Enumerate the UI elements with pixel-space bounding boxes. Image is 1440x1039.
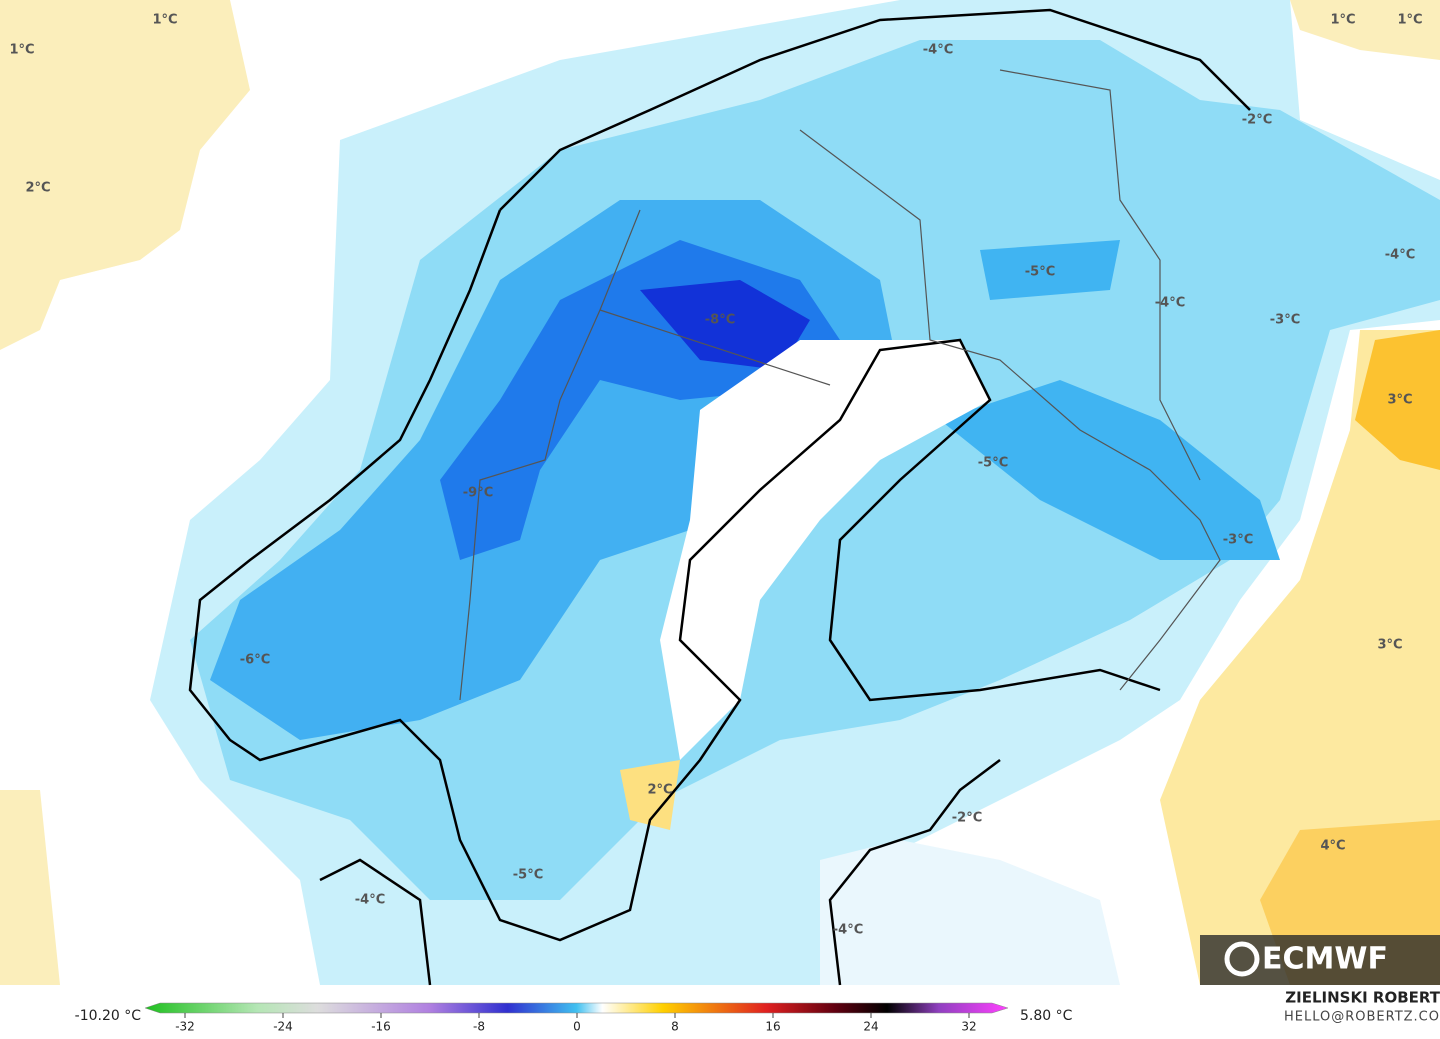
temperature-label: -4°C — [923, 43, 953, 58]
borders — [459, 69, 1221, 701]
colorbar — [144, 1002, 1009, 1014]
colorbar-tick-label: 32 — [961, 1020, 976, 1034]
colorbar-ticks: -32 -24 -16 -8 0 8 16 24 32 — [175, 1013, 977, 1034]
map-fills — [0, 0, 1440, 985]
temperature-label: 1°C — [1330, 13, 1355, 28]
temperature-label: 1°C — [152, 13, 177, 28]
colorbar-tick-label: -8 — [473, 1020, 485, 1034]
colorbar-min: -10.20 °C — [75, 1008, 142, 1024]
temperature-label: -8°C — [705, 313, 735, 328]
temperature-label: 3°C — [1377, 638, 1402, 653]
colorbar-tick-label: 16 — [765, 1020, 780, 1034]
temperature-label: -2°C — [1242, 113, 1272, 128]
temperature-label: 4°C — [1320, 839, 1345, 854]
temperature-label: -5°C — [978, 456, 1008, 471]
colorbar-tick-label: 24 — [863, 1020, 878, 1034]
temperature-label: -5°C — [1025, 265, 1055, 280]
temperature-label: -3°C — [1223, 533, 1253, 548]
temperature-label: -2°C — [952, 811, 982, 826]
temperature-label: 2°C — [25, 181, 50, 196]
coastlines — [188, 8, 1251, 986]
colorbar-tick-label: -24 — [273, 1020, 293, 1034]
temperature-label: -4°C — [833, 923, 863, 938]
temperature-label: 2°C — [647, 783, 672, 798]
temperature-label: -3°C — [1270, 313, 1300, 328]
temperature-labels: 1°C 1°C 1°C 1°C 2°C -4°C -2°C -5°C -8°C -4°C -3°C -… — [9, 13, 1422, 938]
temperature-label: 3°C — [1387, 393, 1412, 408]
temperature-label: -4°C — [1385, 248, 1415, 263]
logo-box: ECMWF — [1200, 935, 1440, 985]
colorbar-max: 5.80 °C — [1020, 1008, 1073, 1024]
colorbar-tick-label: -16 — [371, 1020, 391, 1034]
temperature-label: -4°C — [1155, 296, 1185, 311]
colorbar-tick-label: 8 — [671, 1020, 679, 1034]
temperature-label: 1°C — [1397, 13, 1422, 28]
colorbar-tick-label: -32 — [175, 1020, 195, 1034]
author: ZIELINSKI ROBERT — [1285, 989, 1440, 1007]
temperature-label: 1°C — [9, 43, 34, 58]
temperature-label: -9°C — [463, 486, 493, 501]
colorbar-tick-label: 0 — [573, 1020, 581, 1034]
temperature-label: -4°C — [355, 893, 385, 908]
temperature-label: -5°C — [513, 868, 543, 883]
logo-text: ECMWF — [1262, 942, 1388, 977]
contact: HELLO@ROBERTZ.CO — [1284, 1010, 1440, 1025]
temperature-label: -6°C — [240, 653, 270, 668]
